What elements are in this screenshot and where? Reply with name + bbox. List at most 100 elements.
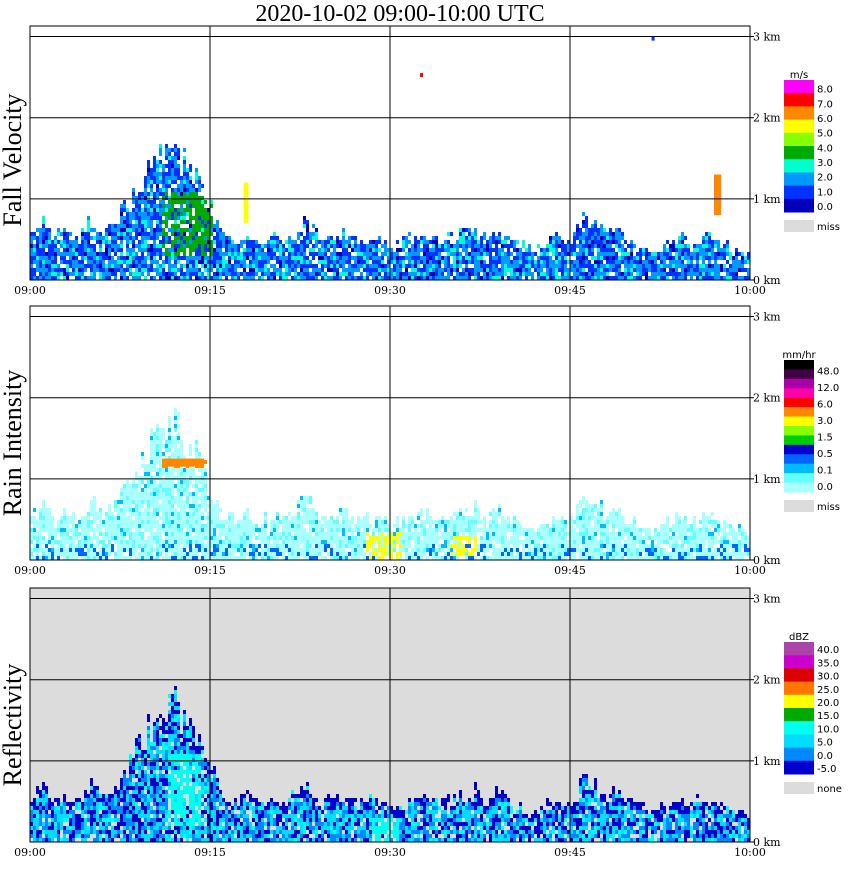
echo-cell bbox=[273, 236, 276, 240]
echo-cell bbox=[474, 516, 477, 520]
echo-cell bbox=[606, 260, 609, 264]
echo-cell bbox=[138, 556, 141, 560]
echo-cell bbox=[102, 264, 105, 268]
echo-cell bbox=[375, 528, 378, 532]
echo-cell bbox=[189, 512, 192, 516]
echo-cell bbox=[192, 216, 195, 220]
echo-cell bbox=[279, 520, 282, 524]
echo-cell bbox=[579, 228, 582, 232]
echo-cell bbox=[51, 552, 54, 556]
echo-cell bbox=[261, 252, 264, 256]
echo-cell bbox=[555, 528, 558, 532]
echo-cell bbox=[300, 536, 303, 540]
echo-cell bbox=[216, 264, 219, 268]
echo-cell bbox=[435, 264, 438, 268]
echo-cell bbox=[177, 532, 180, 536]
echo-cell bbox=[345, 544, 348, 548]
echo-cell bbox=[75, 556, 78, 560]
echo-cell bbox=[369, 252, 372, 256]
echo-cell bbox=[240, 520, 243, 524]
echo-cell bbox=[162, 268, 165, 272]
echo-cell bbox=[180, 216, 183, 220]
echo-cell bbox=[273, 556, 276, 560]
echo-cell bbox=[315, 272, 318, 276]
echo-cell bbox=[78, 524, 81, 528]
echo-cell bbox=[99, 548, 102, 552]
echo-cell bbox=[540, 260, 543, 264]
echo-cell bbox=[186, 484, 189, 488]
echo-cell bbox=[150, 212, 153, 216]
echo-cell bbox=[339, 544, 342, 548]
echo-cell bbox=[663, 252, 666, 256]
echo-cell bbox=[189, 228, 192, 232]
echo-cell bbox=[555, 276, 558, 280]
echo-cell bbox=[132, 196, 135, 200]
echo-cell bbox=[399, 256, 402, 260]
echo-cell bbox=[474, 252, 477, 256]
echo-cell bbox=[177, 192, 180, 196]
echo-cell bbox=[219, 240, 222, 244]
echo-cell bbox=[342, 532, 345, 536]
echo-cell bbox=[561, 532, 564, 536]
echo-cell bbox=[216, 256, 219, 260]
echo-cell bbox=[141, 452, 144, 456]
echo-cell bbox=[384, 268, 387, 272]
echo-cell bbox=[39, 548, 42, 552]
echo-cell bbox=[579, 244, 582, 248]
echo-cell bbox=[435, 556, 438, 560]
echo-cell bbox=[168, 484, 171, 488]
echo-cell bbox=[462, 276, 465, 280]
echo-cell bbox=[300, 240, 303, 244]
echo-cell bbox=[498, 552, 501, 556]
echo-cell bbox=[579, 552, 582, 556]
echo-cell bbox=[300, 264, 303, 268]
echo-cell bbox=[492, 516, 495, 520]
echo-cell bbox=[420, 548, 423, 552]
echo-cell bbox=[123, 204, 126, 208]
echo-cell bbox=[240, 256, 243, 260]
echo-cell bbox=[267, 256, 270, 260]
echo-cell bbox=[120, 228, 123, 232]
echo-cell bbox=[303, 544, 306, 548]
echo-cell bbox=[144, 208, 147, 212]
echo-cell bbox=[168, 228, 171, 232]
echo-cell bbox=[66, 264, 69, 268]
echo-cell bbox=[240, 532, 243, 536]
echo-cell bbox=[663, 268, 666, 272]
echo-cell bbox=[168, 212, 171, 216]
echo-cell bbox=[240, 244, 243, 248]
echo-cell bbox=[447, 248, 450, 252]
echo-cell bbox=[120, 520, 123, 524]
echo-cell bbox=[432, 268, 435, 272]
echo-cell bbox=[306, 240, 309, 244]
echo-cell bbox=[282, 260, 285, 264]
echo-cell bbox=[333, 264, 336, 268]
echo-cell bbox=[90, 272, 93, 276]
echo-cell bbox=[597, 264, 600, 268]
echo-cell bbox=[195, 504, 198, 508]
echo-cell bbox=[138, 212, 141, 216]
echo-cell bbox=[165, 216, 168, 220]
echo-cell bbox=[153, 524, 156, 528]
colorbar-swatch bbox=[784, 93, 814, 107]
echo-cell bbox=[231, 512, 234, 516]
echo-cell bbox=[174, 160, 177, 164]
echo-cell bbox=[42, 252, 45, 256]
echo-cell bbox=[126, 508, 129, 512]
echo-cell bbox=[705, 272, 708, 276]
echo-cell bbox=[324, 548, 327, 552]
echo-cell bbox=[579, 556, 582, 560]
echo-cell bbox=[195, 444, 198, 448]
echo-cell bbox=[42, 216, 45, 220]
echo-cell bbox=[117, 524, 120, 528]
echo-cell bbox=[540, 548, 543, 552]
echo-cell bbox=[36, 252, 39, 256]
echo-cell bbox=[579, 240, 582, 244]
echo-cell bbox=[579, 264, 582, 268]
echo-cell bbox=[510, 272, 513, 276]
echo-cell bbox=[498, 276, 501, 280]
echo-cell bbox=[168, 196, 171, 200]
echo-cell bbox=[369, 556, 372, 560]
echo-cell bbox=[108, 260, 111, 264]
echo-cell bbox=[108, 232, 111, 236]
